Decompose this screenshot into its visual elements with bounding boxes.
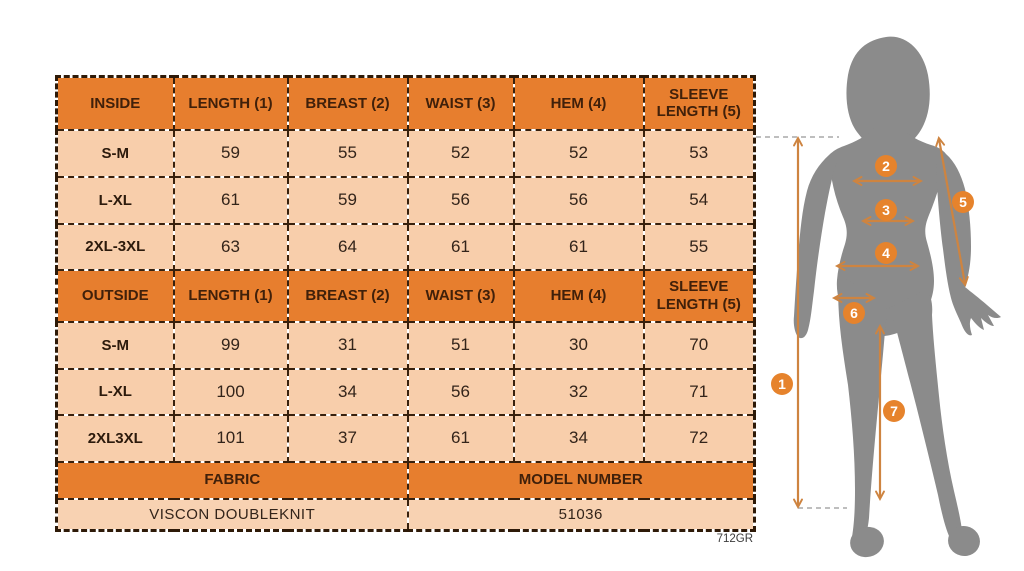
size-chart-table: INSIDE LENGTH (1) BREAST (2) WAIST (3) H…	[55, 75, 756, 532]
model-number-label: MODEL NUMBER	[406, 460, 756, 500]
column-header-breast: BREAST (2)	[286, 268, 409, 323]
measurement-value: 70	[642, 320, 756, 370]
measurement-value: 72	[642, 413, 756, 463]
table-row: S-M 59 55 52 52 53	[55, 128, 756, 178]
sleeve-arrow	[935, 136, 969, 287]
column-header-breast: BREAST (2)	[286, 75, 409, 131]
column-header-waist: WAIST (3)	[406, 75, 515, 131]
marker-5: 5	[952, 191, 974, 213]
measurement-value: 30	[512, 320, 645, 370]
measurement-value: 53	[642, 128, 756, 178]
marker-4: 4	[875, 242, 897, 264]
silhouette-left-foot	[850, 526, 884, 558]
marker-6: 6	[843, 302, 865, 324]
column-header-sleeve-length: SLEEVE LENGTH (5)	[642, 75, 756, 131]
fabric-value: VISCON DOUBLEKNIT	[55, 497, 409, 532]
measurement-figure-svg: 1 2 3 4 5	[756, 36, 1001, 558]
size-label: L-XL	[55, 367, 175, 416]
measurement-value: 52	[512, 128, 645, 178]
column-header-hem: HEM (4)	[512, 268, 645, 323]
measurement-value: 51	[406, 320, 515, 370]
svg-text:2: 2	[882, 158, 890, 174]
svg-text:7: 7	[890, 403, 898, 419]
measurement-value: 61	[406, 222, 515, 271]
measurement-value: 61	[406, 413, 515, 463]
column-header-length: LENGTH (1)	[172, 268, 289, 323]
column-header-hem: HEM (4)	[512, 75, 645, 131]
measurement-value: 71	[642, 367, 756, 416]
measurement-value: 56	[512, 175, 645, 225]
table-row: L-XL 100 34 56 32 71	[55, 367, 756, 416]
svg-text:1: 1	[778, 376, 786, 392]
table-row: S-M 99 31 51 30 70	[55, 320, 756, 370]
measurement-value: 31	[286, 320, 409, 370]
outside-section-label: OUTSIDE	[55, 268, 175, 323]
marker-7: 7	[883, 400, 905, 422]
svg-text:4: 4	[882, 245, 890, 261]
marker-2: 2	[875, 155, 897, 177]
svg-text:5: 5	[959, 194, 967, 210]
size-label: L-XL	[55, 175, 175, 225]
measurement-value: 59	[286, 175, 409, 225]
size-label: S-M	[55, 320, 175, 370]
measurement-figure: 1 2 3 4 5	[755, 25, 1019, 571]
measurement-value: 61	[172, 175, 289, 225]
table-row: L-XL 61 59 56 56 54	[55, 175, 756, 225]
outside-header-row: OUTSIDE LENGTH (1) BREAST (2) WAIST (3) …	[55, 268, 756, 323]
silhouette-left-arm	[793, 155, 837, 339]
model-number-value: 51036	[406, 497, 756, 532]
silhouette-right-leg	[889, 289, 962, 538]
measurement-markers: 1 2 3 4 5	[771, 155, 974, 422]
guide-lines	[756, 136, 847, 509]
measurement-value: 64	[286, 222, 409, 271]
measurement-value: 55	[286, 128, 409, 178]
size-label: 2XL3XL	[55, 413, 175, 463]
measurement-value: 56	[406, 367, 515, 416]
size-label: S-M	[55, 128, 175, 178]
inside-section-label: INSIDE	[55, 75, 175, 131]
silhouette-head	[846, 36, 930, 158]
measurement-value: 55	[642, 222, 756, 271]
marker-1: 1	[771, 373, 793, 395]
measurement-value: 34	[286, 367, 409, 416]
style-code: 712GR	[716, 533, 753, 545]
measurement-value: 99	[172, 320, 289, 370]
fabric-header-row: FABRIC MODEL NUMBER	[55, 460, 756, 500]
inside-header-row: INSIDE LENGTH (1) BREAST (2) WAIST (3) H…	[55, 75, 756, 131]
measurement-value: 59	[172, 128, 289, 178]
measurement-value: 32	[512, 367, 645, 416]
measurement-value: 34	[512, 413, 645, 463]
measurement-value: 63	[172, 222, 289, 271]
silhouette-right-foot	[948, 525, 980, 557]
measurement-value: 52	[406, 128, 515, 178]
marker-3: 3	[875, 199, 897, 221]
measurement-value: 101	[172, 413, 289, 463]
table-row: 2XL3XL 101 37 61 34 72	[55, 413, 756, 463]
measurement-value: 54	[642, 175, 756, 225]
fabric-label: FABRIC	[55, 460, 409, 500]
measurement-value: 100	[172, 367, 289, 416]
fabric-value-row: VISCON DOUBLEKNIT 51036	[55, 497, 756, 532]
column-header-waist: WAIST (3)	[406, 268, 515, 323]
woman-silhouette-icon	[793, 36, 1001, 558]
svg-text:3: 3	[882, 202, 890, 218]
column-header-sleeve-length: SLEEVE LENGTH (5)	[642, 268, 756, 323]
silhouette-left-leg	[838, 275, 887, 539]
svg-text:6: 6	[850, 305, 858, 321]
size-label: 2XL-3XL	[55, 222, 175, 271]
column-header-length: LENGTH (1)	[172, 75, 289, 131]
measurement-value: 61	[512, 222, 645, 271]
table-row: 2XL-3XL 63 64 61 61 55	[55, 222, 756, 271]
measurement-value: 37	[286, 413, 409, 463]
measurement-value: 56	[406, 175, 515, 225]
measurement-arrows	[793, 135, 969, 510]
